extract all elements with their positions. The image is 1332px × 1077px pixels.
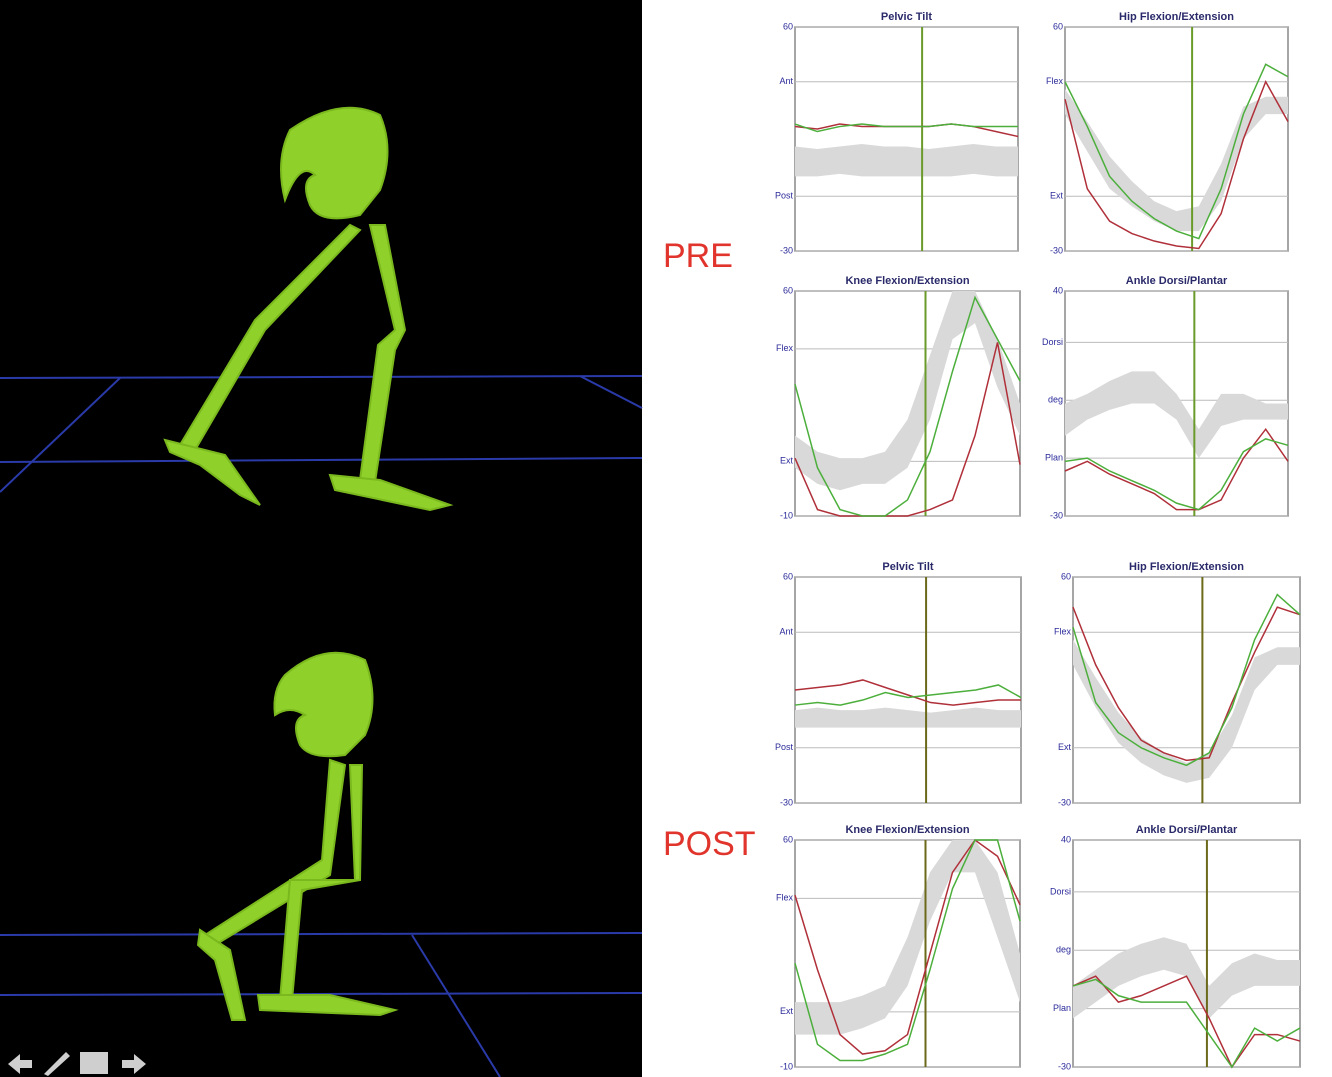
y-tick-label: -10 — [780, 1061, 793, 1071]
plot-area — [795, 577, 1021, 803]
gait-chart: Ankle Dorsi/Plantar -30 Plan deg Dorsi 40 — [1042, 275, 1288, 520]
y-tick-label: deg — [1048, 395, 1063, 405]
chart-title: Ankle Dorsi/Plantar — [1136, 824, 1238, 836]
y-tick-label: -30 — [1058, 1061, 1071, 1071]
normal-band — [795, 708, 1021, 728]
chart-title: Ankle Dorsi/Plantar — [1126, 275, 1228, 287]
y-tick-label: deg — [1056, 945, 1071, 955]
y-tick-label: 40 — [1053, 285, 1063, 295]
notes-button[interactable] — [80, 1052, 108, 1074]
y-tick-label: Ext — [1050, 191, 1064, 201]
y-tick-label: -30 — [1050, 245, 1063, 255]
chart-title: Pelvic Tilt — [882, 561, 933, 573]
y-tick-label: Ant — [779, 627, 793, 637]
normal-band — [795, 144, 1018, 176]
y-tick-label: Post — [775, 742, 794, 752]
y-tick-label: Flex — [1046, 76, 1064, 86]
y-tick-label: Ext — [780, 1006, 794, 1016]
gait-chart: Knee Flexion/Extension -10 Ext Flex 60 — [776, 824, 1020, 1071]
figure: PRE POST Pelvic Tilt-30PostAnt60Hip Flex… — [0, 0, 1332, 1077]
y-tick-label: Post — [775, 191, 794, 201]
y-tick-label: Flex — [1054, 627, 1072, 637]
chart-title: Knee Flexion/Extension — [845, 275, 969, 287]
y-tick-label: -30 — [1050, 510, 1063, 520]
y-tick-label: 60 — [1053, 21, 1063, 31]
y-tick-label: -30 — [780, 245, 793, 255]
y-tick-label: Ant — [779, 76, 793, 86]
y-tick-label: 60 — [783, 21, 793, 31]
gait-chart: Knee Flexion/Extension -10 Ext Flex 60 — [776, 275, 1020, 520]
y-tick-label: Flex — [776, 343, 794, 353]
y-tick-label: Dorsi — [1050, 886, 1071, 896]
y-tick-label: -30 — [780, 797, 793, 807]
gait-chart: Pelvic Tilt -30 Post Ant 60 — [775, 11, 1018, 255]
y-tick-label: -30 — [1058, 797, 1071, 807]
y-tick-label: Dorsi — [1042, 337, 1063, 347]
y-tick-label: 60 — [1061, 571, 1071, 581]
gait-chart: Hip Flexion/Extension -30 Ext Flex 60 — [1054, 561, 1300, 807]
section-label: POST — [663, 825, 756, 863]
y-tick-label: Plan — [1045, 453, 1063, 463]
plot-area — [795, 27, 1018, 251]
chart-title: Knee Flexion/Extension — [845, 824, 969, 836]
y-tick-label: 60 — [783, 285, 793, 295]
y-tick-label: Flex — [776, 893, 794, 903]
y-tick-label: 40 — [1061, 834, 1071, 844]
page: PRE POST Pelvic Tilt-30PostAnt60Hip Flex… — [0, 0, 1332, 1077]
gait-chart: Ankle Dorsi/Plantar -30 Plan deg Dorsi 40 — [1050, 824, 1300, 1071]
y-tick-label: Plan — [1053, 1003, 1071, 1013]
gait-chart: Pelvic Tilt -30 Post Ant 60 — [775, 561, 1021, 807]
y-tick-label: 60 — [783, 571, 793, 581]
y-tick-label: Ext — [1058, 742, 1072, 752]
y-tick-label: Ext — [780, 456, 794, 466]
chart-title: Hip Flexion/Extension — [1119, 11, 1234, 23]
gait-chart: Hip Flexion/Extension -30 Ext Flex 60 — [1046, 11, 1288, 255]
chart-title: Pelvic Tilt — [881, 11, 932, 23]
chart-title: Hip Flexion/Extension — [1129, 561, 1244, 573]
section-label: PRE — [663, 237, 733, 275]
y-tick-label: -10 — [780, 510, 793, 520]
y-tick-label: 60 — [783, 834, 793, 844]
